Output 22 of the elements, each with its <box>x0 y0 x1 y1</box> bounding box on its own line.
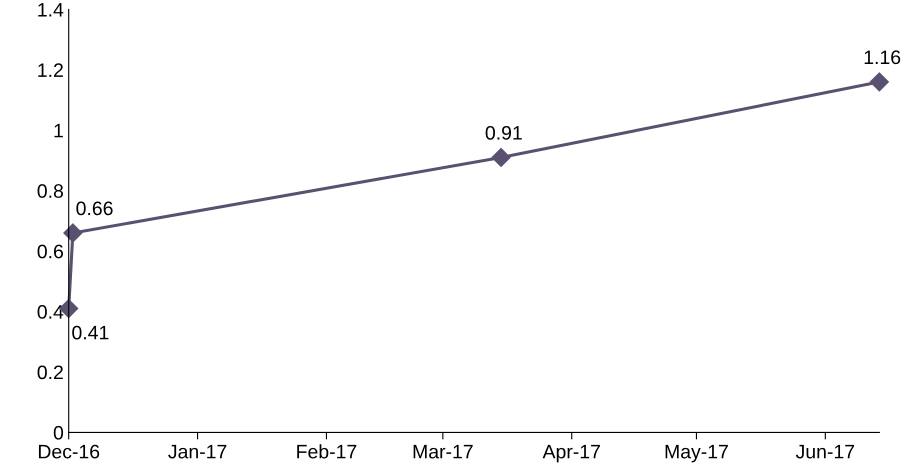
y-tick-label: 1 <box>54 124 63 138</box>
x-tick-label: Dec-16 <box>38 444 100 458</box>
point <box>492 148 511 167</box>
data-label: 0.41 <box>72 326 108 340</box>
x-tick-label: May-17 <box>666 444 728 462</box>
y-tick-label: 1.2 <box>38 63 63 77</box>
x-tick-label: Feb-17 <box>297 444 356 458</box>
y-tick-label: 1.4 <box>38 3 64 16</box>
x-tick-label: Apr-17 <box>542 444 600 462</box>
point <box>63 223 82 243</box>
point <box>870 72 889 92</box>
x-tick-label: Jan-17 <box>168 444 226 458</box>
y-tick-label: 0 <box>54 426 64 440</box>
data-label: 0.66 <box>76 201 113 216</box>
x-tick-label: Jun-17 <box>796 444 854 458</box>
y-tick-label: 0.4 <box>38 305 64 319</box>
y-tick-label: 0.8 <box>38 184 63 198</box>
x-tick-label: Mar-17 <box>414 444 473 458</box>
data-label: 1.16 <box>864 50 900 64</box>
y-tick-label: 0.6 <box>38 244 63 258</box>
y-tick-label: 0.2 <box>38 365 63 380</box>
data-label: 0.91 <box>486 126 522 140</box>
